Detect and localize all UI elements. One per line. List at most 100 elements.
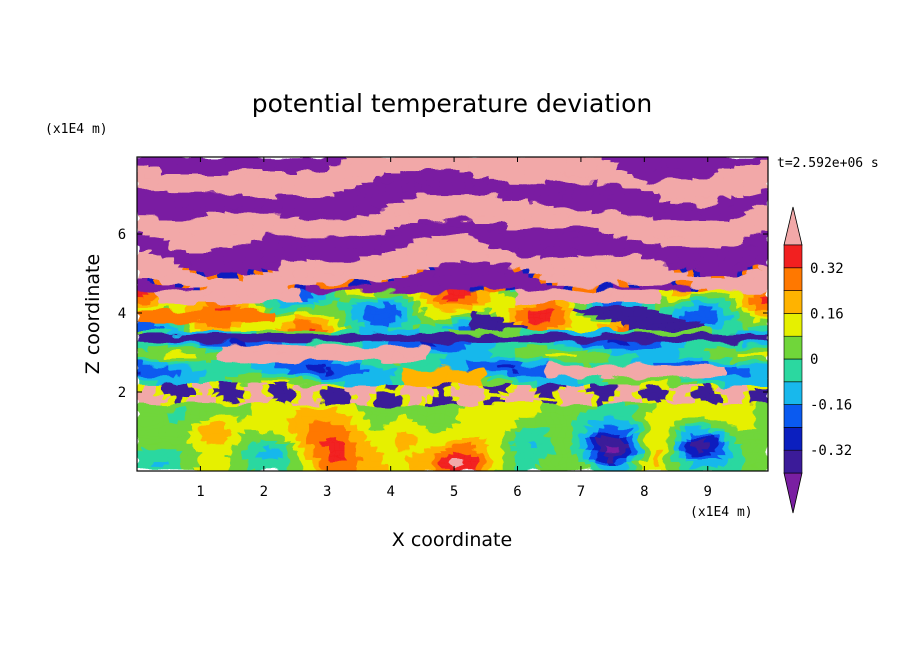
field-cell (591, 439, 598, 444)
field-cell (426, 407, 434, 413)
field-cell (559, 333, 567, 338)
field-cell (269, 443, 277, 448)
field-cell (521, 305, 529, 311)
field-cell (256, 329, 264, 334)
field-cell (452, 368, 460, 374)
field-cell (319, 466, 327, 471)
field-cell (439, 301, 447, 307)
field-cell (143, 431, 150, 436)
field-cell (723, 384, 731, 389)
field-cell (300, 435, 308, 440)
field-cell (294, 282, 302, 287)
field-cell (483, 376, 491, 382)
field-cell (660, 274, 668, 279)
field-cell (521, 286, 529, 291)
field-cell (597, 431, 605, 436)
field-cell (344, 294, 352, 299)
field-cell (761, 392, 768, 397)
field-cell (609, 411, 617, 417)
field-cell (294, 360, 302, 366)
field-cell (729, 458, 737, 464)
field-cell (237, 317, 245, 323)
field-cell (344, 455, 352, 460)
field-cell (161, 388, 169, 393)
field-cell (685, 423, 693, 429)
field-cell (761, 458, 768, 464)
field-cell (584, 396, 592, 401)
field-cell (717, 376, 725, 382)
field-cell (673, 376, 680, 382)
field-cell (736, 431, 744, 436)
field-cell (155, 443, 163, 448)
field-cell (250, 396, 258, 401)
field-cell (420, 317, 428, 323)
field-cell (698, 341, 706, 346)
field-cell (357, 451, 365, 456)
field-cell (420, 447, 428, 452)
field-cell (666, 392, 674, 397)
field-cell (755, 439, 762, 444)
field-cell (660, 325, 668, 330)
field-cell (490, 364, 497, 370)
field-cell (572, 392, 579, 397)
field-cell (370, 341, 378, 346)
field-cell (414, 286, 422, 291)
field-cell (199, 415, 207, 421)
field-cell (433, 360, 441, 366)
field-cell (193, 325, 201, 330)
field-cell (471, 415, 479, 421)
field-cell (376, 305, 384, 311)
field-cell (691, 451, 699, 456)
field-cell (250, 301, 258, 307)
field-cell (508, 325, 516, 330)
field-cell (137, 451, 144, 456)
field-cell (458, 317, 466, 323)
field-cell (729, 286, 737, 291)
field-cell (628, 419, 636, 425)
field-cell (622, 305, 630, 311)
field-cell (515, 443, 523, 448)
field-cell (622, 329, 630, 334)
field-cell (281, 407, 289, 413)
field-cell (527, 290, 535, 295)
field-cell (395, 278, 403, 283)
field-cell (319, 341, 327, 346)
field-cell (149, 349, 157, 354)
field-cell (414, 329, 422, 334)
field-cell (193, 451, 201, 456)
field-cell (294, 364, 302, 370)
field-cell (755, 388, 762, 393)
field-cell (237, 313, 245, 319)
field-cell (565, 384, 573, 389)
field-cell (654, 290, 662, 295)
field-cell (256, 407, 264, 413)
field-cell (294, 458, 302, 464)
field-cell (527, 298, 535, 303)
field-cell (471, 462, 479, 468)
field-cell (565, 301, 573, 307)
field-cell (635, 352, 643, 358)
field-cell (691, 290, 699, 295)
field-cell (584, 278, 592, 283)
field-cell (168, 466, 176, 471)
field-cell (477, 423, 485, 429)
field-cell (389, 368, 397, 374)
field-cell (691, 415, 699, 421)
field-cell (433, 443, 441, 448)
field-cell (262, 380, 270, 385)
field-cell (679, 298, 687, 303)
field-cell (572, 384, 579, 389)
field-cell (338, 356, 346, 362)
field-cell (458, 427, 466, 433)
field-cell (691, 403, 699, 409)
field-cell (704, 419, 712, 425)
field-cell (534, 298, 542, 303)
field-cell (723, 376, 731, 382)
field-cell (275, 298, 283, 303)
field-cell (395, 352, 403, 358)
field-cell (654, 462, 662, 468)
field-cell (256, 341, 264, 346)
field-cell (180, 384, 188, 389)
field-cell (471, 356, 479, 362)
field-cell (698, 415, 706, 421)
